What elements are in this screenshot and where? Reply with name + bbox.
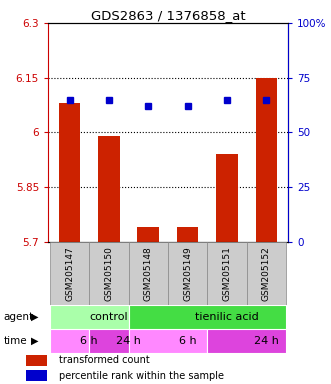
Bar [216,154,238,242]
Bar [129,329,207,353]
Bar [26,355,47,366]
Text: transformed count: transformed count [59,355,149,366]
Text: GSM205152: GSM205152 [262,246,271,301]
Bar [26,371,47,381]
Bar [207,242,247,305]
Bar [256,78,277,242]
Bar [59,103,80,242]
Bar [50,305,129,329]
Text: ▶: ▶ [31,312,39,322]
Bar [247,242,286,305]
Text: 24 h: 24 h [116,336,141,346]
Text: GSM205148: GSM205148 [144,246,153,301]
Bar [50,242,89,305]
Text: GSM205150: GSM205150 [105,246,114,301]
Bar [168,242,207,305]
Bar [89,242,129,305]
Text: 6 h: 6 h [80,336,98,346]
Bar [50,329,89,353]
Text: 6 h: 6 h [179,336,197,346]
Bar [98,136,120,242]
Text: agent: agent [3,312,33,322]
Text: GSM205151: GSM205151 [222,246,231,301]
Text: time: time [3,336,27,346]
Bar [177,227,199,242]
Bar [89,329,129,353]
Bar [207,329,286,353]
Bar [137,227,159,242]
Text: percentile rank within the sample: percentile rank within the sample [59,371,223,381]
Bar [129,242,168,305]
Text: control: control [90,312,128,322]
Text: GSM205147: GSM205147 [65,246,74,301]
Text: tienilic acid: tienilic acid [195,312,259,322]
Bar [129,305,286,329]
Text: GSM205149: GSM205149 [183,246,192,301]
Text: 24 h: 24 h [254,336,279,346]
Text: ▶: ▶ [31,336,39,346]
Title: GDS2863 / 1376858_at: GDS2863 / 1376858_at [91,9,245,22]
